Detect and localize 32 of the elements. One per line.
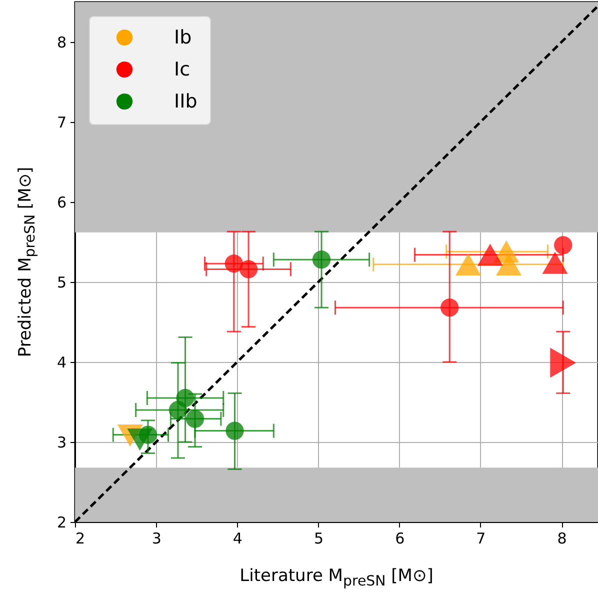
point [542, 252, 568, 274]
point [186, 410, 204, 428]
y-tick-label: 4 [56, 354, 66, 372]
point [226, 422, 244, 440]
x-tick-label: 5 [314, 530, 324, 548]
x-axis-title: Literature M$_{preSN}$ [M⊙] [238, 566, 434, 590]
x-tick-label: 7 [476, 530, 486, 548]
y-tick-label: 5 [56, 274, 66, 292]
y-tick-label: 2 [56, 514, 66, 532]
point [440, 298, 459, 317]
y-tick-label: 6 [56, 194, 66, 212]
legend-label: Ic [174, 58, 190, 80]
x-tick-label: 6 [395, 530, 405, 548]
point [224, 254, 244, 273]
x-tick-label: 3 [152, 530, 162, 548]
point [550, 348, 576, 378]
point [456, 253, 482, 276]
point [477, 244, 503, 266]
y-tick-label: 8 [56, 34, 66, 52]
x-tick-label: 8 [557, 530, 567, 548]
point [312, 250, 331, 269]
y-tick-label: 3 [56, 434, 66, 452]
point [554, 236, 572, 254]
point [168, 400, 188, 420]
legend-label: Ib [174, 26, 192, 48]
point [496, 253, 522, 276]
point [239, 260, 258, 278]
point [127, 428, 153, 451]
x-tick-label: 4 [232, 530, 242, 548]
y-tick-label: 7 [56, 114, 66, 132]
x-tick-label: 2 [76, 530, 86, 548]
legend-label: IIb [174, 90, 198, 112]
